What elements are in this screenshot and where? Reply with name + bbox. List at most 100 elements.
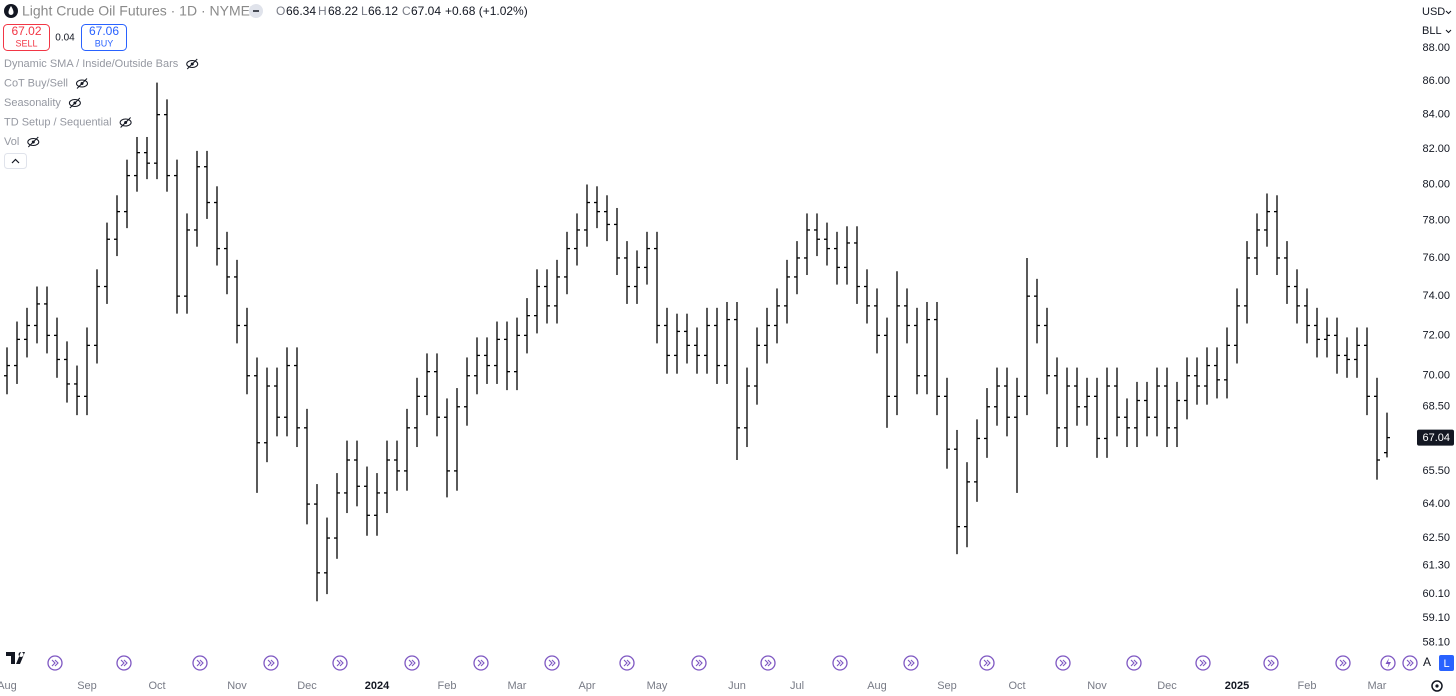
- hide-icon: [27, 138, 40, 146]
- sell-button[interactable]: [3, 24, 50, 51]
- event-icon: [767, 659, 772, 667]
- event-icon: [477, 659, 482, 667]
- unit[interactable]: BLL: [1422, 25, 1442, 37]
- event-icon: [986, 659, 991, 667]
- event-icon: [267, 659, 272, 667]
- x-tick-label: Mar: [1368, 680, 1387, 692]
- event-icon: [623, 659, 628, 667]
- event-icon: [551, 659, 556, 667]
- symbol-logo-drop: [8, 6, 14, 15]
- ohlc-value: 66.34: [286, 4, 316, 18]
- event-icon: [839, 659, 844, 667]
- event-icon: [695, 659, 700, 667]
- event-icon: [339, 659, 344, 667]
- y-tick-label: 78.00: [1422, 215, 1450, 227]
- symbol-title[interactable]: Light Crude Oil Futures · 1D · NYMEX: [22, 3, 260, 19]
- y-tick-label: 59.10: [1422, 612, 1450, 624]
- y-tick-label: 68.50: [1422, 401, 1450, 413]
- x-tick-label: Jun: [728, 680, 746, 692]
- hide-icon: [186, 58, 198, 70]
- y-tick-label: 74.00: [1422, 290, 1450, 302]
- y-tick-label: 64.00: [1422, 498, 1450, 510]
- last-price-tag: [1417, 429, 1454, 446]
- x-tick-label: Feb: [438, 680, 457, 692]
- hide-icon: [27, 136, 39, 148]
- event-icon: [123, 659, 128, 667]
- hide-icon: [69, 97, 81, 109]
- event-icon: [910, 659, 915, 667]
- event-icon: [1059, 659, 1064, 667]
- event-icon: [1409, 659, 1414, 667]
- event-icon: [51, 659, 56, 667]
- indicator-name[interactable]: Vol: [4, 136, 19, 148]
- event-icon: [1130, 659, 1135, 667]
- event-icon: [1133, 659, 1138, 667]
- buy-button[interactable]: [81, 24, 127, 51]
- x-tick-label: May: [647, 680, 668, 692]
- y-tick-label: 82.00: [1422, 143, 1450, 155]
- event-icon: [836, 659, 841, 667]
- collapse-indicators[interactable]: [4, 153, 27, 169]
- x-tick-label: Sep: [77, 680, 97, 692]
- event-icon: [199, 659, 204, 667]
- scale-header: [1416, 0, 1456, 42]
- indicator-name[interactable]: CoT Buy/Sell: [4, 77, 68, 89]
- currency[interactable]: USD: [1422, 6, 1445, 18]
- hide-icon: [120, 117, 131, 128]
- indicator-name[interactable]: Dynamic SMA / Inside/Outside Bars: [4, 58, 179, 70]
- event-icon: [1339, 659, 1344, 667]
- x-tick-label: Apr: [578, 680, 595, 692]
- currency-caret: [1445, 10, 1452, 15]
- settings-button[interactable]: [1431, 680, 1443, 692]
- indicator-list: Dynamic SMA / Inside/Outside Bars CoT Buy…: [4, 58, 199, 148]
- unit-caret: [1445, 29, 1452, 34]
- event-icon: [480, 659, 485, 667]
- event-icon: [983, 659, 988, 667]
- hide-icon: [76, 78, 88, 89]
- event-icon: [1406, 659, 1411, 667]
- indicator-name[interactable]: Seasonality: [4, 97, 61, 109]
- indicator-name[interactable]: TD Setup / Sequential: [4, 116, 112, 128]
- x-tick-label: 2025: [1225, 680, 1249, 692]
- ohlc-letter: O: [276, 4, 285, 18]
- buy-price: 67.06: [89, 24, 119, 38]
- x-tick-label: Jul: [790, 680, 804, 692]
- event-icon: [1342, 659, 1347, 667]
- event-icon: [1270, 659, 1275, 667]
- y-tick-label: 88.00: [1422, 42, 1450, 54]
- sell-price: 67.02: [11, 24, 41, 38]
- x-tick-label: Nov: [227, 680, 247, 692]
- event-icon: [548, 659, 553, 667]
- ohlc-letter: H: [318, 4, 327, 18]
- y-tick-label: 84.00: [1422, 109, 1450, 121]
- ohlc-letter: C: [402, 4, 411, 18]
- event-icon: [336, 659, 341, 667]
- event-icon: [764, 659, 769, 667]
- scale-button[interactable]: L: [1443, 658, 1449, 670]
- x-tick-label: Feb: [1298, 680, 1317, 692]
- scale-button-active[interactable]: [1439, 655, 1454, 671]
- event-icon: [408, 659, 413, 667]
- ohlc-value: 67.04: [411, 4, 441, 18]
- y-tick-label: 70.00: [1422, 370, 1450, 382]
- scale-button[interactable]: A: [1423, 655, 1431, 669]
- x-tick-label: Oct: [148, 680, 165, 692]
- event-icon: [1202, 659, 1207, 667]
- last-price-label: 67.04: [1422, 432, 1450, 444]
- collapse-icon: [11, 158, 20, 164]
- spread: 0.04: [55, 33, 75, 44]
- y-tick-label: 60.10: [1422, 588, 1450, 600]
- y-tick-label: 76.00: [1422, 252, 1450, 264]
- settings-icon: [1435, 684, 1439, 688]
- sell-label: SELL: [15, 38, 37, 48]
- x-tick-label: Mar: [508, 680, 527, 692]
- y-tick-label: 62.50: [1422, 532, 1450, 544]
- event-icon: [120, 659, 125, 667]
- event-icon: [1385, 658, 1391, 668]
- brand-logo[interactable]: [6, 652, 25, 664]
- hide-icon: [76, 79, 88, 88]
- y-tick-label: 86.00: [1422, 75, 1450, 87]
